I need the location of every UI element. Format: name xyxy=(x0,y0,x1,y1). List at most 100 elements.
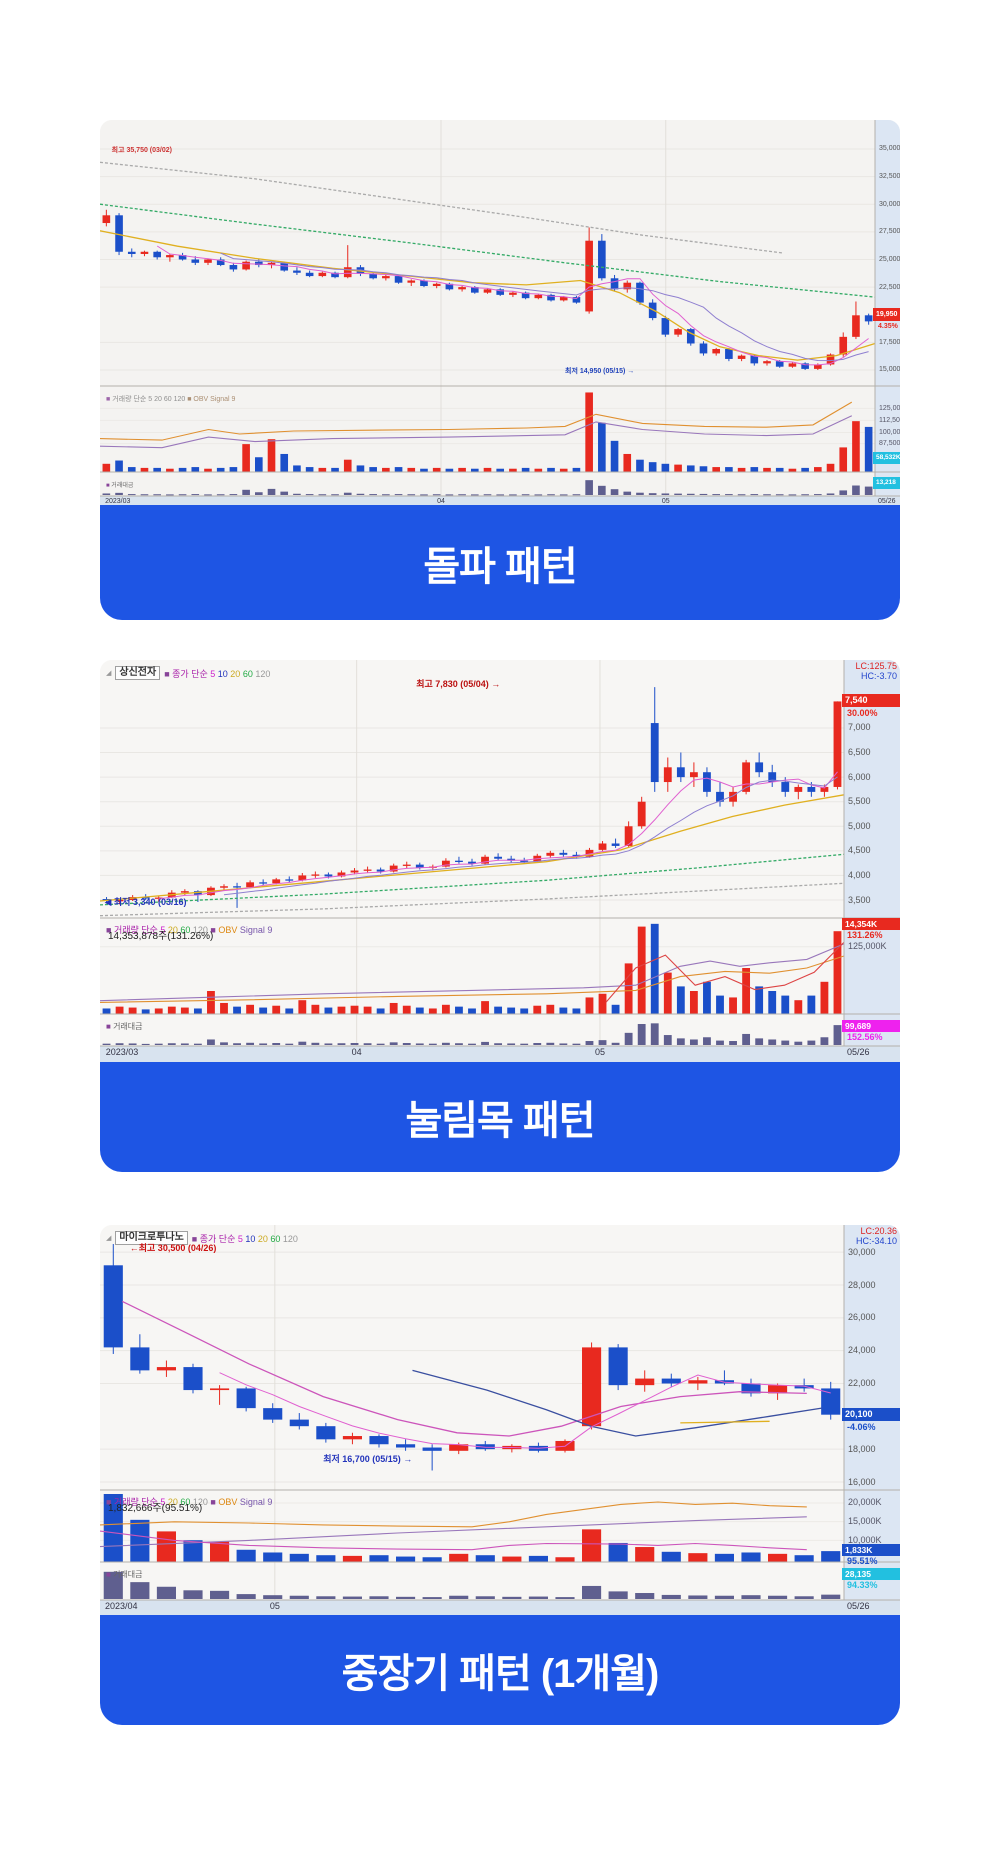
price-change-percent: -4.06% xyxy=(847,1421,876,1432)
card-midterm-pattern: ◢ 마이크로투나노 ■ 종가 단순 5 10 20 60 120 LC:20.36 HC… xyxy=(100,1225,900,1725)
ma-legend: ■ 종가 단순 5 10 20 60 120 xyxy=(164,669,271,679)
price-tick-label: 5,000 xyxy=(848,820,871,831)
amount-badge: 99,689 xyxy=(842,1020,900,1032)
price-tick-label: 7,000 xyxy=(848,722,871,733)
price-tick-label: 30,000 xyxy=(848,1246,876,1257)
price-tick-label: 5,500 xyxy=(848,796,871,807)
current-price-badge: 7,540 xyxy=(842,694,900,708)
date-tick: 2023/03 xyxy=(105,1047,139,1057)
volume-badge: 1,833K xyxy=(842,1544,900,1557)
resize-corner-icon: ◢ xyxy=(106,1234,112,1242)
price-tick-label: 28,000 xyxy=(848,1279,876,1290)
price-tick-label: 26,000 xyxy=(848,1312,876,1323)
price-tick-label: 25,000 xyxy=(879,255,900,263)
amount-badge: 28,135 xyxy=(842,1567,900,1580)
pattern-caption-text: 눌림목 패턴 xyxy=(405,1099,595,1143)
amount-change-percent: 94.33% xyxy=(847,1579,878,1590)
date-tick: 04 xyxy=(437,498,445,505)
resize-corner-icon: ◢ xyxy=(106,669,112,677)
volume-legend: ■ 거래량 단순 5 20 60 120 ■ OBV Signal 9 xyxy=(106,1497,273,1507)
price-tick-label: 32,500 xyxy=(879,173,900,181)
price-change-percent: 4.35% xyxy=(878,323,898,331)
lc-value: LC:20.36 xyxy=(860,1226,897,1236)
amount-change-percent: 152.56% xyxy=(847,1032,883,1042)
price-tick-label: 3,500 xyxy=(848,894,871,905)
annotation-high: 최고 7,830 (05/04) → xyxy=(416,679,501,689)
volume-change-percent: 131.26% xyxy=(847,929,883,940)
midterm-daily-chart-canvas xyxy=(100,1225,900,1615)
stock-name: 상신전자 xyxy=(115,666,161,680)
volume-axis-label: 87,500K xyxy=(879,440,900,448)
chart-header: ◢ 마이크로투나노 ■ 종가 단순 5 10 20 60 120 xyxy=(106,1230,298,1246)
pullback-daily-chart-canvas xyxy=(100,660,900,1062)
midterm-chart-screenshot: ◢ 마이크로투나노 ■ 종가 단순 5 10 20 60 120 LC:20.36 HC… xyxy=(100,1225,900,1615)
card-breakout-pattern: 35,000 32,500 30,000 27,500 25,000 22,500 17,5… xyxy=(100,120,900,620)
price-tick-label: 4,500 xyxy=(848,845,871,856)
hc-value: HC:-34.10 xyxy=(855,1236,897,1246)
volume-axis-label: 15,000K xyxy=(848,1516,882,1527)
price-tick-label: 17,500 xyxy=(879,338,900,346)
price-tick-label: 22,000 xyxy=(848,1378,876,1388)
volume-axis-label: 10,000K xyxy=(848,1534,882,1545)
price-tick-label: 30,000 xyxy=(879,200,900,208)
amount-legend: ■ 거래대금 xyxy=(106,483,134,489)
price-tick-label: 4,000 xyxy=(848,869,871,880)
amount-legend: ■ 거래대금 xyxy=(106,1022,143,1031)
ma-legend: ■ 종가 단순 5 10 20 60 120 xyxy=(191,1234,298,1244)
price-tick-label: 35,000 xyxy=(879,145,900,153)
hc-value: HC:-3.70 xyxy=(860,671,897,681)
volume-axis-label: 100,000K xyxy=(879,428,900,436)
current-price-badge: 19,950 xyxy=(873,308,900,322)
card-pullback-pattern: ◢ 상신전자 ■ 종가 단순 5 10 20 60 120 LC:125.75 HC:-… xyxy=(100,660,900,1172)
date-right-label: 05/26 xyxy=(847,1601,870,1611)
volume-legend: ■ 거래량 단순 5 20 60 120 ■ OBV Signal 9 xyxy=(106,396,236,403)
volume-axis-label: 125,000K xyxy=(848,941,887,952)
price-tick-label: 6,000 xyxy=(848,771,871,782)
pattern-caption-breakout: 돌파 패턴 xyxy=(100,505,900,620)
price-tick-label: 27,500 xyxy=(879,228,900,236)
pullback-chart-screenshot: ◢ 상신전자 ■ 종가 단순 5 10 20 60 120 LC:125.75 HC:-… xyxy=(100,660,900,1062)
stock-name: 마이크로투나노 xyxy=(115,1231,188,1245)
date-tick: 05 xyxy=(661,498,670,505)
volume-value: 14,353,878주(131.26%) xyxy=(108,931,214,942)
date-tick: 2023/03 xyxy=(105,498,131,505)
chart-header: ◢ 상신전자 ■ 종가 단순 5 10 20 60 120 xyxy=(106,665,270,681)
breakout-daily-chart-canvas xyxy=(100,120,900,505)
date-tick: 05 xyxy=(594,1047,605,1057)
pattern-caption-pullback: 눌림목 패턴 xyxy=(100,1062,900,1172)
volume-badge: 14,354K xyxy=(842,917,900,930)
annotation-low: 최저 16,700 (05/15) → xyxy=(323,1454,413,1465)
date-tick: 04 xyxy=(351,1047,362,1057)
volume-change-percent: 95.51% xyxy=(847,1556,878,1567)
pattern-caption-midterm: 중장기 패턴 (1개월) xyxy=(100,1615,900,1725)
price-tick-label: 22,500 xyxy=(879,283,900,291)
price-tick-label: 6,500 xyxy=(848,747,871,758)
volume-legend: ■ 거래량 단순 5 20 60 120 ■ OBV Signal 9 xyxy=(106,925,273,935)
pattern-caption-text: 중장기 패턴 (1개월) xyxy=(341,1652,660,1696)
annotation-high: 최고 35,750 (03/02) xyxy=(111,147,172,155)
price-change-percent: 30.00% xyxy=(847,708,878,719)
date-tick: 2023/04 xyxy=(104,1601,138,1611)
price-tick-label: 18,000 xyxy=(848,1443,876,1454)
current-price-badge: 20,100 xyxy=(842,1407,900,1421)
date-right-label: 05/26 xyxy=(878,498,896,505)
volume-axis-label: 125,000K xyxy=(879,404,900,412)
annotation-low: ◀ 최저 3,340 (03/16) xyxy=(104,897,187,908)
price-tick-label: 15,000 xyxy=(879,366,900,374)
pattern-caption-text: 돌파 패턴 xyxy=(423,544,577,589)
amount-badge: 13,218 xyxy=(873,477,900,490)
date-tick: 05 xyxy=(269,1601,280,1611)
date-right-label: 05/26 xyxy=(847,1047,870,1057)
volume-badge: 58,532K xyxy=(873,452,900,465)
amount-legend: ■ 거래대금 xyxy=(106,1570,143,1579)
price-tick-label: 16,000 xyxy=(848,1476,876,1487)
volume-value: 1,832,666주(95.51%) xyxy=(108,1503,203,1514)
annotation-low: 최저 14,950 (05/15) → xyxy=(565,367,635,375)
breakout-chart-screenshot: 35,000 32,500 30,000 27,500 25,000 22,500 17,5… xyxy=(100,120,900,505)
lc-value: LC:125.75 xyxy=(855,661,897,671)
annotation-high: ←최고 30,500 (04/26) xyxy=(129,1243,217,1254)
price-tick-label: 24,000 xyxy=(848,1345,876,1356)
volume-axis-label: 20,000K xyxy=(848,1497,882,1508)
volume-axis-label: 112,500K xyxy=(879,416,900,424)
